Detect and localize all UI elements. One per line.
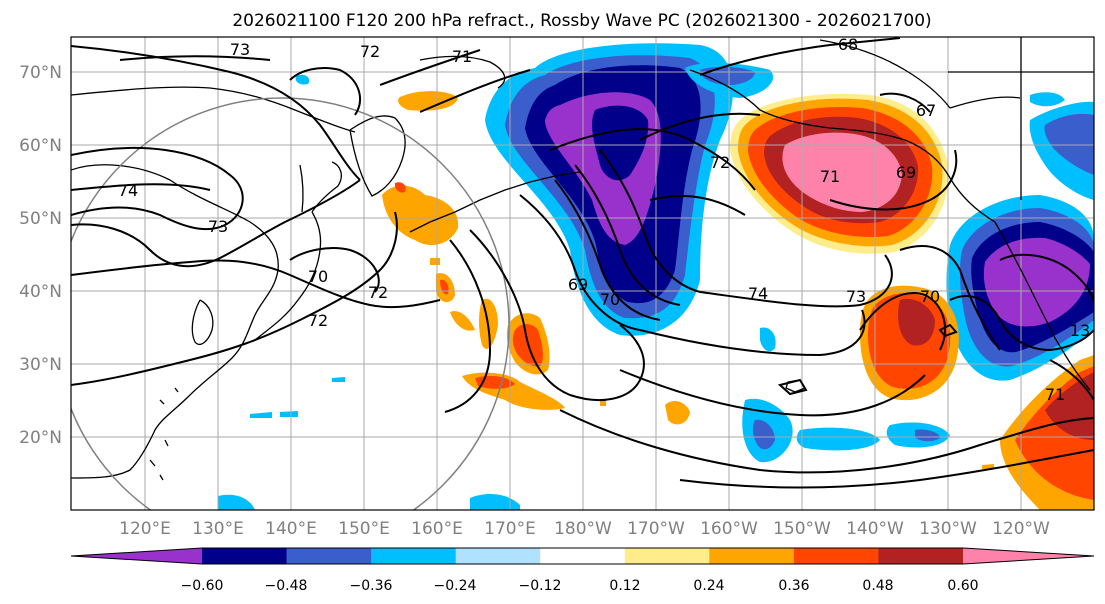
colorbar-ticks: −0.60 −0.48 −0.36 −0.24 −0.12 0.12 0.24 … (181, 578, 979, 594)
contour-labels: 73 72 71 68 74 73 70 72 72 69 70 72 71 6… (118, 35, 1090, 404)
lon-label: 180°W (554, 519, 612, 539)
lon-label: 140°E (265, 519, 317, 539)
contour-label: 74 (118, 181, 138, 200)
colorbar-outline (70, 547, 1095, 565)
lon-label: 160°W (700, 519, 758, 539)
contour-label: 73 (230, 40, 250, 59)
lat-label: 20°N (19, 428, 62, 448)
lon-label: 170°E (484, 519, 536, 539)
lat-label: 40°N (19, 282, 62, 302)
contour-label: 71 (452, 47, 472, 66)
latitude-labels: 70°N 60°N 50°N 40°N 30°N 20°N (19, 63, 62, 448)
colorbar-segment (202, 548, 288, 564)
lon-label: 130°E (192, 519, 244, 539)
coastlines (71, 37, 1094, 481)
contour-label: 13 (1070, 321, 1090, 340)
lat-label: 60°N (19, 136, 62, 156)
contour-label: 72 (368, 283, 388, 302)
colorbar-tick-label: −0.60 (181, 578, 224, 594)
lon-label: 150°E (338, 519, 390, 539)
longitude-labels: 120°E 130°E 140°E 150°E 160°E 170°E 180°… (119, 519, 1050, 539)
map-frame (70, 36, 1095, 511)
colorbar-segment (540, 548, 626, 564)
lon-label: 170°W (627, 519, 685, 539)
colorbar-segment (455, 548, 541, 564)
colorbar-tick-label: 0.36 (778, 578, 809, 594)
contour-label: 71 (820, 167, 840, 186)
map-area: 73 72 71 68 74 73 70 72 72 69 70 72 71 6… (71, 35, 1094, 510)
lon-label: 160°E (411, 519, 463, 539)
lon-label: 120°E (119, 519, 171, 539)
colorbar-extend-min (71, 548, 202, 564)
colorbar-tick-label: 0.12 (609, 578, 640, 594)
figure-title: 2026021100 F120 200 hPa refract., Rossby… (232, 11, 931, 31)
colorbar-tick-label: −0.36 (350, 578, 393, 594)
colorbar-segment (878, 548, 964, 564)
lon-label: 130°W (919, 519, 977, 539)
lat-label: 30°N (19, 355, 62, 375)
lon-label: 140°W (846, 519, 904, 539)
colorbar-tick-label: 0.60 (947, 578, 978, 594)
contour-label: 68 (838, 35, 858, 54)
colorbar-segment (709, 548, 795, 564)
colorbar-segment (286, 548, 372, 564)
contour-label: 72 (710, 153, 730, 172)
colorbar-tick-label: 0.48 (862, 578, 893, 594)
colorbar-segment (624, 548, 710, 564)
negative-anomaly-shading (218, 43, 1094, 510)
contour-label: 74 (748, 284, 768, 303)
contour-label: 69 (896, 163, 916, 182)
lat-label: 70°N (19, 63, 62, 83)
contour-label: 72 (308, 311, 328, 330)
lon-label: 120°W (992, 519, 1050, 539)
colorbar-tick-label: −0.12 (519, 578, 562, 594)
contour-label: 67 (916, 101, 936, 120)
lat-label: 50°N (19, 209, 62, 229)
contour-label: 73 (846, 287, 866, 306)
contour-label: 70 (600, 290, 620, 309)
contour-label: 71 (1045, 385, 1065, 404)
contour-label: 70 (920, 287, 940, 306)
colorbar (70, 547, 1095, 565)
positive-anomaly-shading (382, 91, 1094, 510)
refractive-index-contours (71, 37, 1094, 489)
contour-label: 70 (308, 267, 328, 286)
colorbar-extend-max (963, 548, 1094, 564)
lon-label: 150°W (773, 519, 831, 539)
contour-label: 73 (208, 217, 228, 236)
colorbar-segment (793, 548, 879, 564)
reference-circle (71, 97, 510, 510)
contour-label: 72 (360, 42, 380, 61)
contour-label: 69 (568, 275, 588, 294)
colorbar-tick-label: 0.24 (693, 578, 724, 594)
colorbar-tick-label: −0.48 (265, 578, 308, 594)
colorbar-tick-label: −0.24 (434, 578, 477, 594)
colorbar-segment (371, 548, 457, 564)
